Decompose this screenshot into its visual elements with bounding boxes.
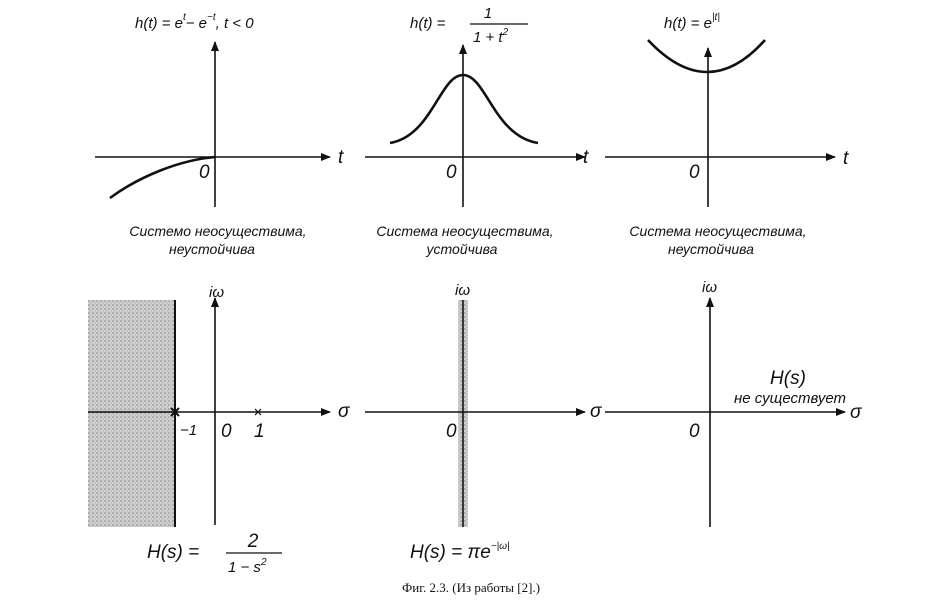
axis-label: σ <box>590 401 603 422</box>
origin-label: 0 <box>446 421 457 442</box>
superscript: 2 <box>502 27 509 38</box>
caption: Системо неосуществима, <box>129 223 306 239</box>
formula-part: 1 − s <box>228 559 261 576</box>
formula-part: H(s) = πe <box>410 542 491 563</box>
origin-label: 0 <box>689 421 700 442</box>
formula: h(t) = et− e−t, t < 0 <box>135 12 254 32</box>
bottom-panel: iω σ 0 H(s) не существует <box>605 279 863 527</box>
numerator: 1 <box>484 5 492 22</box>
bottom-panel: iω σ 0 H(s) = πe−|ω| <box>365 282 603 563</box>
caption: неустойчива <box>169 241 255 257</box>
axis-label: σ <box>338 401 351 422</box>
tick-label: −1 <box>180 422 197 439</box>
figure-caption: Фиг. 2.3. (Из работы [2].) <box>402 580 540 595</box>
formula-part: 1 + t <box>473 29 503 46</box>
caption: неустойчива <box>668 241 754 257</box>
formula-part: , t < 0 <box>216 15 255 32</box>
formula-lhs: H(s) = <box>147 542 199 563</box>
curve <box>647 39 766 74</box>
top-panel: h(t) = e|t| t 0 Система неосуществима, н… <box>605 12 849 257</box>
caption: Система неосуществима, <box>629 223 806 239</box>
curve <box>389 73 539 145</box>
formula-part: h(t) = e <box>135 15 183 32</box>
pole <box>254 408 262 416</box>
superscript: |t| <box>712 12 720 23</box>
superscript: −|ω| <box>491 541 510 552</box>
top-panel: h(t) = et− e−t, t < 0 t 0 Системо неосущ… <box>95 12 344 257</box>
bottom-panel: iω σ −1 0 1 H(s) = 2 1 − s2 <box>88 284 351 576</box>
axis-label: iω <box>455 282 470 299</box>
shaded-region <box>88 300 175 527</box>
tick-label: 1 <box>254 421 265 442</box>
axis-label: σ <box>850 402 863 423</box>
superscript: 2 <box>260 557 267 568</box>
denominator: 1 − s2 <box>228 557 267 576</box>
formula: h(t) = e|t| <box>664 12 720 32</box>
caption: Система неосуществима, <box>376 223 553 239</box>
denominator: 1 + t2 <box>473 27 509 46</box>
caption: устойчива <box>426 241 498 257</box>
origin-label: 0 <box>199 162 210 183</box>
pole <box>170 407 180 417</box>
origin-label: 0 <box>689 162 700 183</box>
superscript: −t <box>207 12 217 23</box>
top-panel: h(t) = 1 1 + t2 t 0 Система неосуществим… <box>365 5 589 257</box>
axis-label: iω <box>209 284 224 301</box>
note: H(s) <box>770 368 806 389</box>
origin-label: 0 <box>446 162 457 183</box>
formula-lhs: h(t) = <box>410 15 446 32</box>
formula-part: − e <box>186 15 207 32</box>
curve <box>109 155 216 200</box>
note: не существует <box>734 390 846 407</box>
numerator: 2 <box>247 531 259 552</box>
axis-label: iω <box>702 279 717 296</box>
superscript: t <box>183 12 187 23</box>
formula: H(s) = πe−|ω| <box>410 541 510 563</box>
axis-label: t <box>583 147 589 168</box>
axis-label: t <box>843 148 849 169</box>
tick-label: 0 <box>221 421 232 442</box>
axis-label: t <box>338 147 344 168</box>
formula-part: h(t) = e <box>664 15 712 32</box>
